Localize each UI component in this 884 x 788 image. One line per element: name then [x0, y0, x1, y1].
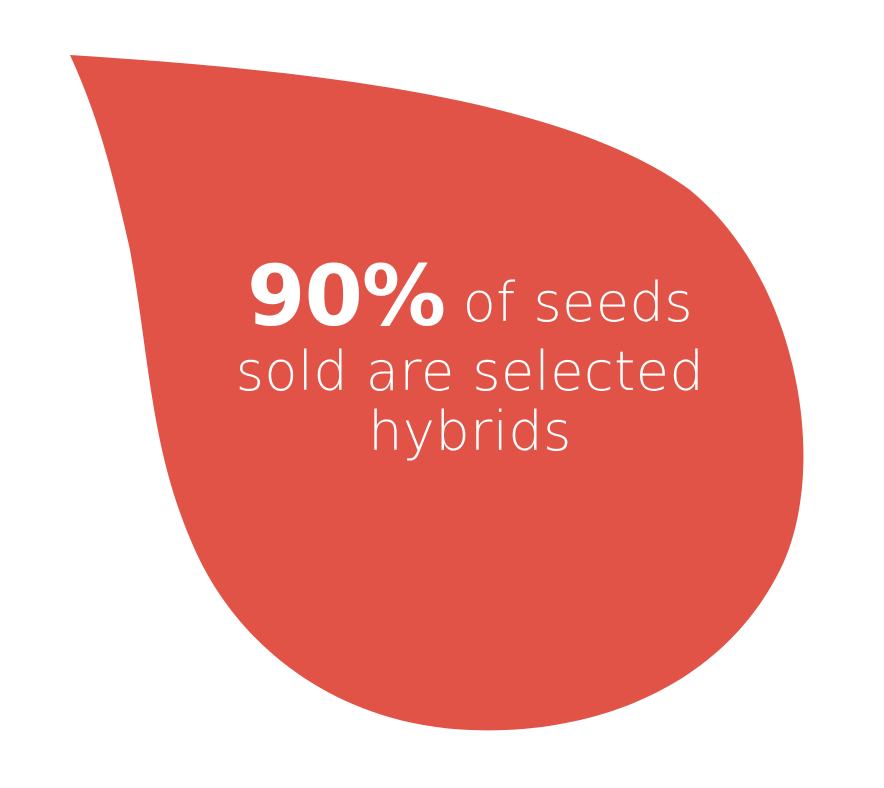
stat-line-2: sold are selected: [235, 340, 705, 404]
stat-line-1-text: of seeds: [462, 271, 693, 334]
stat-number: 90%: [247, 247, 446, 345]
drop-shape-path: [70, 55, 804, 731]
stat-callout: 90% of seeds sold are selected hybrids: [150, 250, 790, 461]
stat-line-1: 90% of seeds: [150, 250, 790, 342]
stat-line-3: hybrids: [368, 399, 572, 463]
